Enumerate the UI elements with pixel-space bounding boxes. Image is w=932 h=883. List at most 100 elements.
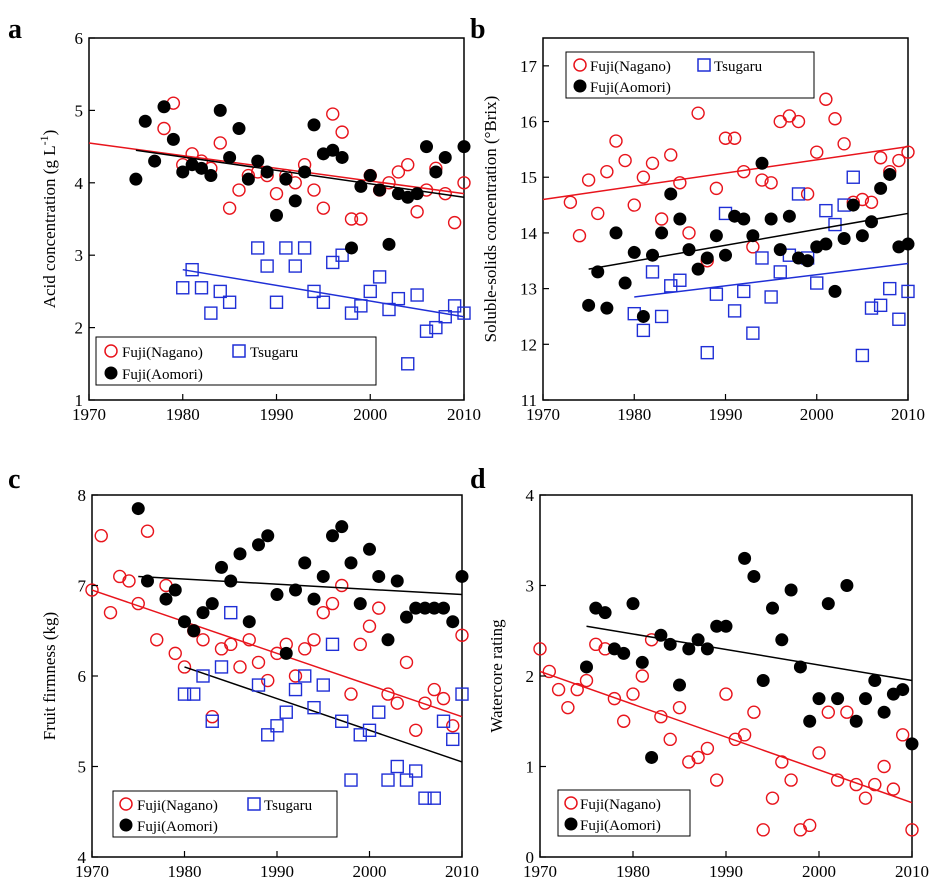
panel-b-point-fuji-nagano xyxy=(782,109,797,123)
panel-a-point-fuji-aomori xyxy=(223,150,237,164)
panel-b-point-tsugaru xyxy=(764,290,778,304)
panel-d-point-fuji-aomori xyxy=(868,674,882,688)
panel-b-point-fuji-aomori xyxy=(673,212,687,226)
panel-c-point-fuji-aomori xyxy=(141,574,154,588)
panel-a-point-fuji-aomori xyxy=(270,208,283,222)
panel-b-point-tsugaru xyxy=(883,281,897,296)
panel-c-point-fuji-aomori xyxy=(418,601,432,615)
panel-c-point-fuji-nagano xyxy=(353,637,367,652)
panel-a-point-tsugaru xyxy=(222,295,237,309)
panel-c-point-fuji-nagano xyxy=(418,696,432,710)
panel-d-trend-fuji-nagano xyxy=(539,670,913,804)
panel-d-point-fuji-aomori xyxy=(691,633,705,647)
panel-d-point-fuji-aomori xyxy=(784,583,798,597)
panel-a-letter: a xyxy=(8,14,22,45)
panel-b-point-fuji-aomori xyxy=(609,226,623,240)
panel-b-point-fuji-nagano xyxy=(645,156,660,171)
panel-a-point-fuji-aomori xyxy=(260,165,274,179)
panel-b-point-tsugaru xyxy=(654,309,669,324)
panel-c-point-fuji-aomori xyxy=(159,592,173,606)
panel-c-point-fuji-aomori xyxy=(131,502,145,516)
panel-d-xtick-label: 1980 xyxy=(616,862,650,881)
panel-b-point-fuji-aomori xyxy=(719,248,732,262)
panel-a-point-fuji-nagano xyxy=(382,176,396,190)
panel-d-point-fuji-aomori xyxy=(598,606,612,620)
panel-b-point-fuji-nagano xyxy=(654,212,669,226)
panel-d-point-fuji-nagano xyxy=(775,755,789,769)
panel-b-point-fuji-nagano xyxy=(773,114,787,129)
panel-c-legend: Fuji(Nagano) Tsugaru Fuji(Aomori) xyxy=(112,790,338,838)
panel-c-ytick-label: 5 xyxy=(78,758,87,777)
panel-d-point-fuji-aomori xyxy=(747,569,761,583)
panel-d-point-fuji-nagano xyxy=(542,664,556,679)
panel-c-point-fuji-nagano xyxy=(205,710,219,724)
panel-d-ticks: 1970 1980 1990 2000 2010 0 1 2 3 4 xyxy=(523,486,929,881)
panel-d-point-fuji-aomori xyxy=(580,660,593,674)
panel-a-point-tsugaru xyxy=(344,306,359,320)
panel-c-point-fuji-aomori xyxy=(298,556,312,570)
panel-c-point-fuji-aomori xyxy=(224,574,238,588)
panel-a-point-fuji-aomori xyxy=(298,165,312,179)
panel-c-point-fuji-aomori xyxy=(196,606,210,620)
panel-a-ytick-label: 6 xyxy=(75,29,84,48)
panel-c-xtick-label: 1980 xyxy=(168,862,202,881)
panel-a-point-tsugaru xyxy=(438,310,452,324)
panel-a-xtick-label: 2000 xyxy=(353,405,387,424)
panel-d-point-fuji-nagano xyxy=(672,700,687,715)
panel-b-trend-fuji-nagano xyxy=(542,145,909,201)
panel-a-point-tsugaru xyxy=(401,357,415,371)
panel-d-point-fuji-nagano xyxy=(812,746,826,760)
panel-d-point-fuji-aomori xyxy=(896,683,910,697)
panel-b-point-fuji-nagano xyxy=(627,198,641,212)
panel-a-point-tsugaru xyxy=(297,241,312,255)
panel-d-point-fuji-aomori xyxy=(812,692,826,706)
panel-c-point-fuji-aomori xyxy=(178,615,191,629)
panel-a-point-fuji-aomori xyxy=(373,183,387,197)
legend-d-aomori-marker xyxy=(564,817,578,831)
panel-c-point-fuji-aomori xyxy=(279,646,293,660)
panel-b-xtick-label: 1970 xyxy=(526,405,560,424)
panel-d-point-fuji-aomori xyxy=(775,633,789,647)
panel-c-point-fuji-nagano xyxy=(233,660,247,674)
panel-c-ytick-label: 8 xyxy=(78,486,87,505)
panel-a-ytick-label: 1 xyxy=(75,391,84,410)
panel-b-point-fuji-nagano xyxy=(755,173,769,187)
panel-a-ticks: 1970 1980 1990 2000 2010 1 2 3 4 5 6 xyxy=(72,29,481,424)
panel-c-point-tsugaru xyxy=(307,700,321,715)
panel-c-point-tsugaru xyxy=(427,791,441,805)
panel-a-point-fuji-aomori xyxy=(420,140,433,154)
panel-a-point-tsugaru xyxy=(326,255,340,270)
panel-c-point-fuji-nagano xyxy=(122,574,136,588)
panel-d-point-fuji-aomori xyxy=(821,597,835,611)
panel-a-point-fuji-aomori xyxy=(410,187,424,201)
panel-a-point-fuji-aomori xyxy=(288,194,302,208)
panel-b-point-fuji-aomori xyxy=(764,212,778,226)
panel-c-point-tsugaru xyxy=(251,678,266,692)
panel-b-legend: Fuji(Nagano) Tsugaru Fuji(Aomori) xyxy=(565,51,815,99)
panel-d-ytick-label: 4 xyxy=(526,486,535,505)
panel-c-point-fuji-aomori xyxy=(261,529,275,543)
panel-d-point-fuji-nagano xyxy=(663,732,677,747)
panel-b-point-fuji-aomori xyxy=(618,276,632,290)
panel-d-point-fuji-nagano xyxy=(626,687,640,701)
panel-c: c 1970 1980 1990 2000 2010 4 5 6 7 8 Fruit firmne… xyxy=(8,464,479,881)
panel-b-point-fuji-nagano xyxy=(691,106,705,120)
panel-a-point-tsugaru xyxy=(372,270,387,284)
panel-b-point-fuji-nagano xyxy=(892,153,906,168)
panel-c-point-fuji-nagano xyxy=(381,687,395,701)
panel-a-point-tsugaru xyxy=(251,241,265,255)
panel-a-point-fuji-aomori xyxy=(176,165,190,179)
panel-b-xtick-label: 1980 xyxy=(617,405,651,424)
panel-b-point-fuji-aomori xyxy=(591,265,605,279)
panel-c-point-tsugaru xyxy=(298,669,312,683)
panel-d-point-fuji-nagano xyxy=(821,705,835,719)
panel-a-point-fuji-nagano xyxy=(335,125,349,139)
panel-c-legend-box xyxy=(112,790,338,838)
panel-d-ylabel: Watercore rating xyxy=(487,619,506,733)
panel-c-point-fuji-nagano xyxy=(325,596,340,611)
panel-a-point-fuji-aomori xyxy=(363,169,377,183)
panel-b-point-fuji-nagano xyxy=(591,206,605,221)
panel-c-point-fuji-nagano xyxy=(261,673,275,688)
panel-c-point-fuji-nagano xyxy=(288,669,303,683)
